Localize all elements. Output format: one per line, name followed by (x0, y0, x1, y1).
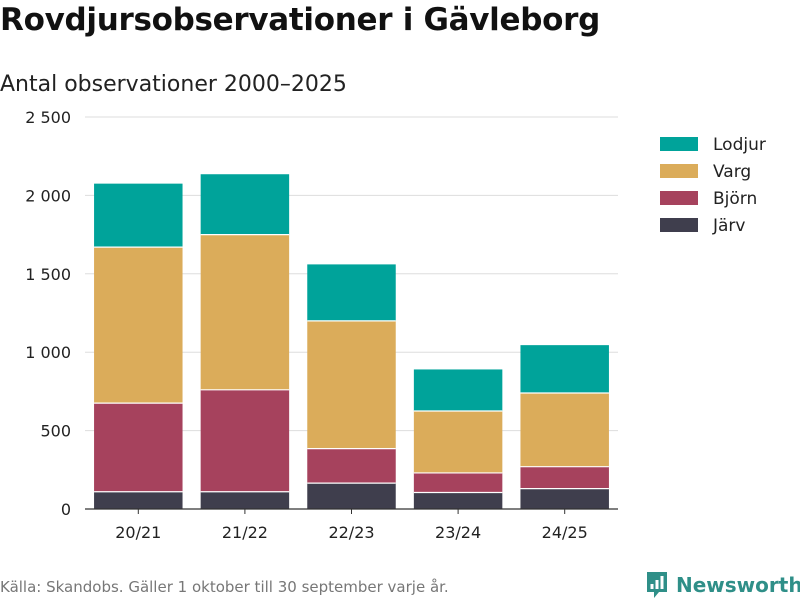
x-tick-label: 21/22 (222, 523, 268, 542)
bar-järv-22-23 (307, 483, 396, 509)
newsworthy-logo-icon (647, 572, 667, 598)
bar-järv-23-24 (413, 492, 503, 509)
bar-lodjur-23-24 (413, 369, 503, 411)
bar-björn-24-25 (520, 466, 609, 489)
bar-varg-24-25 (520, 392, 609, 467)
bar-lodjur-20-21 (94, 183, 183, 248)
bar-varg-21-22 (200, 234, 290, 390)
chart-subtitle: Antal observationer 2000–2025 (0, 72, 347, 97)
legend-swatch-björn (660, 191, 698, 205)
bar-varg-23-24 (413, 411, 503, 473)
bars (94, 174, 609, 509)
legend-label-lodjur: Lodjur (713, 135, 766, 155)
bar-björn-21-22 (200, 389, 290, 492)
legend-label-björn: Björn (713, 189, 757, 209)
y-tick-label: 2 000 (25, 186, 71, 205)
stacked-bar-chart: 0 500 1 000 1 500 2 000 2 500 20/21 21/22 22/23 2… (25, 108, 766, 542)
legend-swatch-lodjur (660, 137, 698, 151)
y-tick-label: 1 500 (25, 265, 71, 284)
y-tick-label: 2 500 (25, 108, 71, 127)
bar-lodjur-21-22 (200, 174, 290, 235)
y-tick-label: 500 (40, 422, 71, 441)
source-note: Källa: Skandobs. Gäller 1 oktober till 3… (0, 578, 449, 596)
bar-varg-20-21 (94, 247, 183, 404)
bar-varg-22-23 (307, 320, 396, 449)
y-tick-label: 0 (61, 500, 71, 519)
x-tick-label: 24/25 (542, 523, 588, 542)
brand-logo: Newsworthy (645, 570, 800, 600)
bar-björn-22-23 (307, 448, 396, 484)
legend-swatch-järv (660, 218, 698, 232)
bar-björn-23-24 (413, 472, 503, 493)
bar-lodjur-24-25 (520, 345, 609, 393)
legend-swatch-varg (660, 164, 698, 178)
bar-järv-24-25 (520, 488, 609, 509)
chart-title: Rovdjursobservationer i Gävleborg (0, 2, 601, 38)
legend: Lodjur Varg Björn Järv (660, 135, 766, 236)
bar-björn-20-21 (94, 403, 183, 492)
y-tick-label: 1 000 (25, 343, 71, 362)
x-tick-label: 20/21 (115, 523, 161, 542)
bar-lodjur-22-23 (307, 264, 396, 321)
x-tick-label: 22/23 (328, 523, 374, 542)
x-tick-label: 23/24 (435, 523, 481, 542)
bar-järv-21-22 (200, 491, 290, 509)
brand-name: Newsworthy (676, 573, 800, 597)
axes: 0 500 1 000 1 500 2 000 2 500 20/21 21/22 22/23 2… (25, 108, 618, 542)
legend-label-varg: Varg (713, 162, 751, 182)
bar-järv-20-21 (94, 491, 183, 509)
legend-label-järv: Järv (712, 216, 745, 236)
